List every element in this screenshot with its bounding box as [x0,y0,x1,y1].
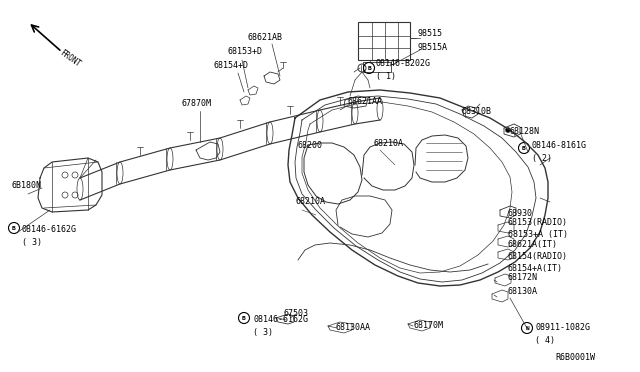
Text: 68621AB: 68621AB [248,33,283,42]
Text: 67870M: 67870M [182,99,212,108]
Text: 68130A: 68130A [508,288,538,296]
Circle shape [506,128,511,132]
Text: ( 4): ( 4) [535,336,555,344]
Text: 68210A: 68210A [295,198,325,206]
Text: FRONT: FRONT [58,48,82,69]
Text: 68621A(IT): 68621A(IT) [508,241,558,250]
Text: R6B0001W: R6B0001W [555,353,595,362]
Text: 6B180N: 6B180N [12,182,42,190]
Text: 68128N: 68128N [510,126,540,135]
Text: 68210A: 68210A [374,140,404,148]
Text: 68154+A(IT): 68154+A(IT) [508,264,563,273]
Text: 08146-6162G: 08146-6162G [253,315,308,324]
Text: 08911-1082G: 08911-1082G [535,324,590,333]
Text: ( 3): ( 3) [253,327,273,337]
Text: 9B515A: 9B515A [418,42,448,51]
Text: 68153(RADIO): 68153(RADIO) [508,218,568,227]
Text: B: B [12,225,16,231]
Text: 68154(RADIO): 68154(RADIO) [508,253,568,262]
Text: B: B [522,145,526,151]
Text: 68930: 68930 [508,208,533,218]
Text: B: B [367,65,371,71]
Text: 68170M: 68170M [413,321,443,330]
Text: 68153+D: 68153+D [228,48,263,57]
Text: ( 2): ( 2) [532,154,552,163]
Text: B: B [242,315,246,321]
Text: 08146-8161G: 08146-8161G [532,141,587,151]
Text: N: N [525,326,529,330]
Text: 67503: 67503 [283,308,308,317]
Bar [358,22,410,60]
Text: ( 1): ( 1) [376,71,396,80]
Text: 08146-B202G: 08146-B202G [376,60,431,68]
Text: 68310B: 68310B [462,106,492,115]
Text: 98515: 98515 [418,29,443,38]
Text: 68130AA: 68130AA [335,323,370,331]
Text: 68153+A (IT): 68153+A (IT) [508,230,568,238]
Text: 08146-6162G: 08146-6162G [22,225,77,234]
Text: 68154+D: 68154+D [214,61,249,70]
Text: 68172N: 68172N [508,273,538,282]
Text: 68621AA: 68621AA [348,97,383,106]
Bar [363,62,391,72]
Text: ( 3): ( 3) [22,237,42,247]
Text: 68200: 68200 [298,141,323,151]
